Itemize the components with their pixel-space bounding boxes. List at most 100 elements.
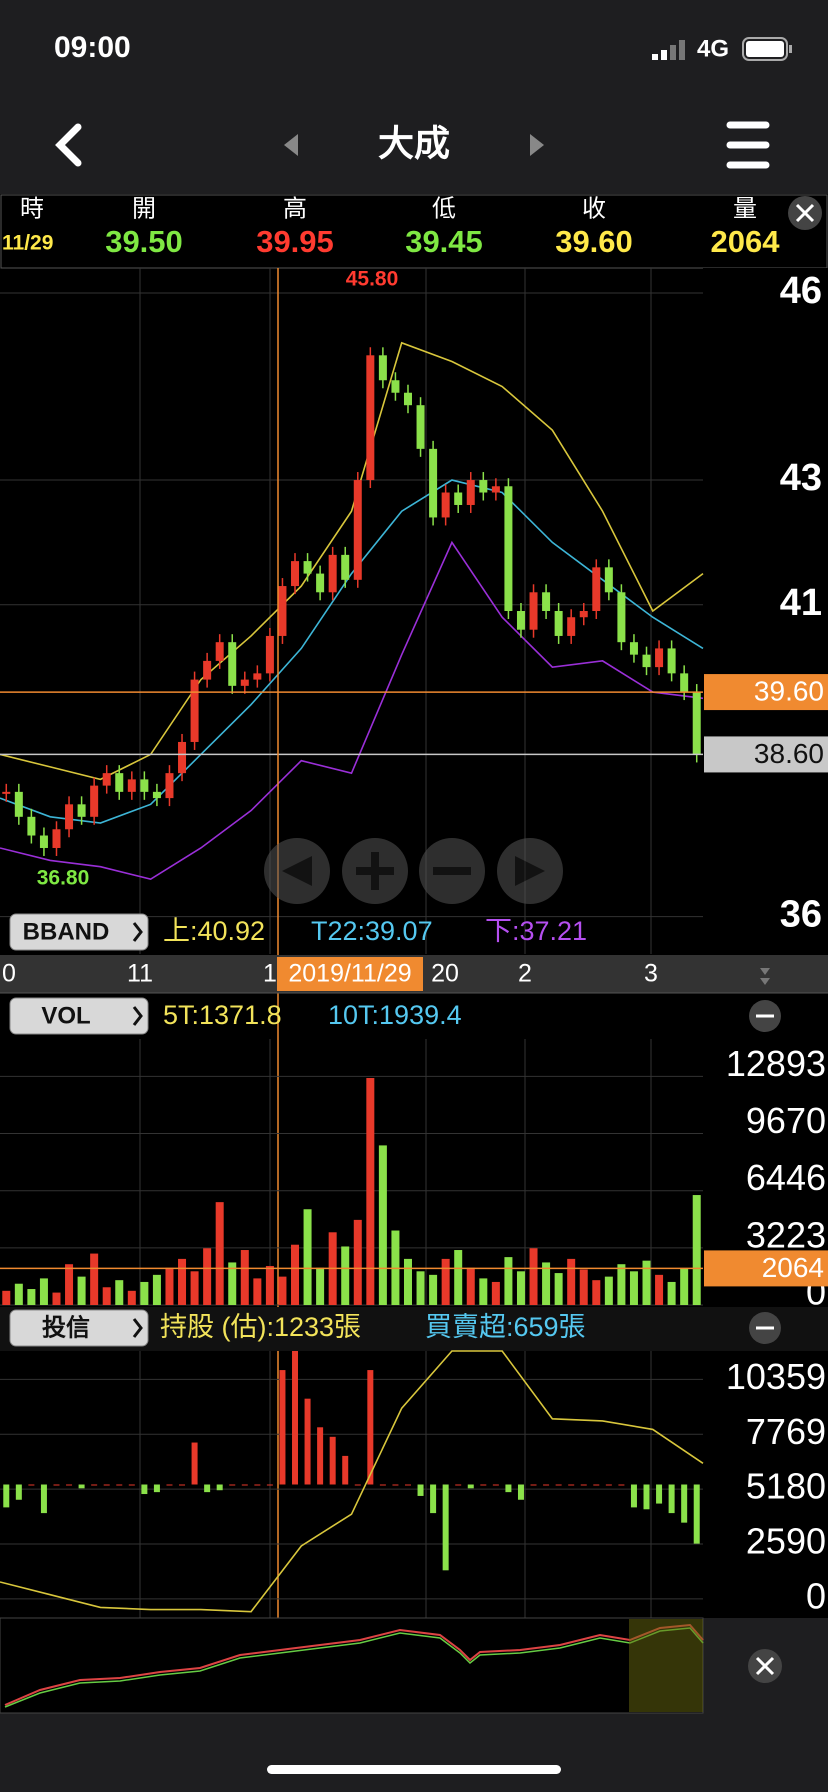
net-bar — [304, 1398, 311, 1485]
volume-bar — [2, 1290, 11, 1305]
volume-bar — [353, 1219, 362, 1305]
candle — [366, 355, 375, 481]
net-bar — [643, 1484, 650, 1510]
net-bar — [317, 1427, 324, 1485]
collapse-panel[interactable] — [749, 1312, 781, 1344]
indicator-button[interactable]: BBAND — [9, 913, 149, 951]
net-bar — [166, 1484, 173, 1486]
collapse-panel[interactable] — [749, 1000, 781, 1032]
indicator-button[interactable]: VOL — [9, 997, 149, 1035]
volume-bar — [52, 1292, 61, 1305]
candle — [542, 592, 551, 611]
quote-header: 收 — [582, 195, 606, 222]
candle — [328, 554, 337, 593]
candle — [617, 592, 626, 643]
net-bar — [430, 1484, 437, 1514]
candle — [316, 573, 325, 593]
back-button[interactable] — [55, 123, 82, 167]
volume-bar — [366, 1078, 375, 1305]
close-quote[interactable] — [788, 196, 822, 230]
volume-bar — [265, 1265, 274, 1305]
net-bar — [40, 1484, 47, 1514]
volume-bar — [542, 1262, 551, 1305]
net-bar — [505, 1484, 512, 1493]
zoom-in[interactable] — [342, 838, 408, 904]
quote-header: 開 — [132, 195, 156, 222]
zoom-out[interactable] — [419, 838, 485, 904]
y-tick-label: 6446 — [746, 1157, 826, 1198]
volume-bar — [341, 1246, 350, 1305]
button-bg — [9, 1309, 149, 1347]
candle — [592, 567, 601, 611]
quote-value: 39.95 — [256, 224, 334, 259]
net-bar — [367, 1370, 374, 1485]
volume-bar — [516, 1271, 525, 1305]
candle — [2, 791, 11, 794]
button-arrow — [132, 1006, 143, 1026]
candle — [253, 673, 262, 680]
menu-button[interactable] — [726, 121, 770, 169]
volume-bar — [90, 1253, 99, 1305]
scroll-right[interactable] — [497, 838, 563, 904]
net-bar — [128, 1484, 135, 1486]
candle — [102, 773, 111, 786]
next-stock[interactable] — [530, 134, 544, 156]
bband-upper — [0, 341, 704, 781]
candle — [491, 486, 500, 493]
net-bar — [517, 1484, 524, 1500]
selected-date-box — [277, 957, 423, 991]
overview-strip[interactable] — [0, 1617, 704, 1714]
volume-bar — [152, 1274, 161, 1305]
chart-nav-buttons — [264, 838, 563, 904]
nav-title: 大成 — [378, 123, 450, 164]
volume-bar — [692, 1195, 701, 1305]
volume-bar — [278, 1276, 287, 1305]
quote-value: 39.60 — [555, 224, 633, 259]
quote-value: 39.50 — [105, 224, 183, 259]
net-bar — [693, 1484, 700, 1544]
investor-chart: 投信 持股 (估):1233張 買賣超:659張 10359 7769 5180 2590 0 — [0, 1307, 828, 1618]
volume-bar — [102, 1287, 111, 1305]
candle — [441, 492, 450, 518]
volume-bar — [667, 1281, 676, 1305]
overview-window[interactable] — [629, 1619, 703, 1712]
y-tick-label: 3223 — [746, 1214, 826, 1255]
volume-bar — [680, 1268, 689, 1305]
candle — [27, 816, 36, 836]
volume-bar — [529, 1248, 538, 1305]
candle — [479, 480, 488, 493]
candle — [454, 492, 463, 505]
overview-line — [4, 1623, 704, 1706]
candle — [190, 679, 199, 742]
home-indicator[interactable] — [267, 1765, 561, 1774]
candle — [353, 480, 362, 580]
prev-stock[interactable] — [284, 134, 298, 156]
marker-label: 39.60 — [754, 675, 824, 706]
volume-bar — [378, 1145, 387, 1305]
button-label: BBAND — [23, 918, 110, 945]
close-overview[interactable] — [748, 1649, 782, 1683]
candle — [667, 648, 676, 674]
net-bar — [266, 1484, 273, 1486]
candle — [429, 448, 438, 518]
bband-middle — [0, 479, 704, 824]
volume-bar — [617, 1264, 626, 1305]
y-tick-label: 2590 — [746, 1521, 826, 1562]
collapse-icon[interactable] — [760, 968, 770, 985]
y-tick-label: 46 — [780, 270, 822, 312]
selected-date: 2019/11/29 — [288, 960, 411, 988]
net-bar — [292, 1351, 299, 1485]
indicator-button[interactable]: 投信 — [9, 1309, 149, 1347]
candle — [14, 791, 23, 817]
y-tick-label: 5180 — [746, 1466, 826, 1507]
net-bar — [254, 1484, 261, 1486]
candle — [152, 791, 161, 799]
candle — [529, 592, 538, 630]
candle — [378, 355, 387, 381]
candle — [203, 660, 212, 680]
chart-area — [0, 194, 828, 1618]
scroll-left[interactable] — [264, 838, 330, 904]
quote-header: 低 — [432, 195, 456, 222]
net-bar — [580, 1484, 587, 1486]
